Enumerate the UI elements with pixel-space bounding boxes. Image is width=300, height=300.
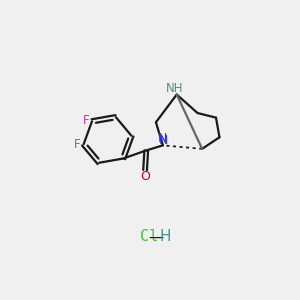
Text: H: H (160, 230, 171, 244)
Text: Cl: Cl (140, 230, 158, 244)
Text: O: O (140, 170, 150, 183)
Text: F: F (74, 138, 80, 151)
Text: F: F (83, 114, 89, 127)
Text: N: N (159, 134, 168, 147)
Text: N: N (158, 132, 168, 146)
Text: —: — (148, 230, 164, 244)
Text: NH: NH (166, 82, 183, 95)
